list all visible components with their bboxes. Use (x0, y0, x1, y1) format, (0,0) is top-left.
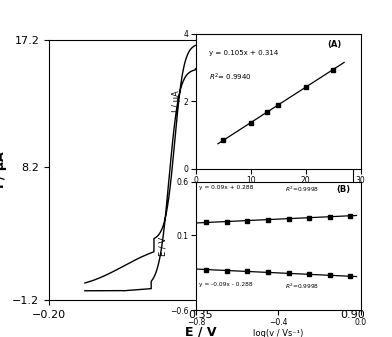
Text: y = 0.09x + 0.288: y = 0.09x + 0.288 (199, 185, 254, 189)
X-axis label: v / mVs⁻¹: v / mVs⁻¹ (259, 188, 298, 197)
X-axis label: E / V: E / V (185, 325, 217, 337)
Text: y = -0.09x - 0.288: y = -0.09x - 0.288 (199, 282, 253, 287)
Text: (A): (A) (328, 40, 342, 50)
Text: (B): (B) (336, 185, 350, 193)
X-axis label: log(v / Vs⁻¹): log(v / Vs⁻¹) (253, 330, 303, 337)
Y-axis label: I / μA: I / μA (172, 90, 181, 112)
Text: y = 0.105x + 0.314: y = 0.105x + 0.314 (209, 50, 278, 56)
Text: $R^2$=0.9998: $R^2$=0.9998 (285, 185, 319, 194)
Y-axis label: I / μA: I / μA (0, 152, 7, 188)
Text: $R^2$=0.9998: $R^2$=0.9998 (285, 282, 319, 291)
Text: $R^2$= 0.9940: $R^2$= 0.9940 (209, 71, 252, 83)
Y-axis label: E / V: E / V (158, 237, 167, 255)
